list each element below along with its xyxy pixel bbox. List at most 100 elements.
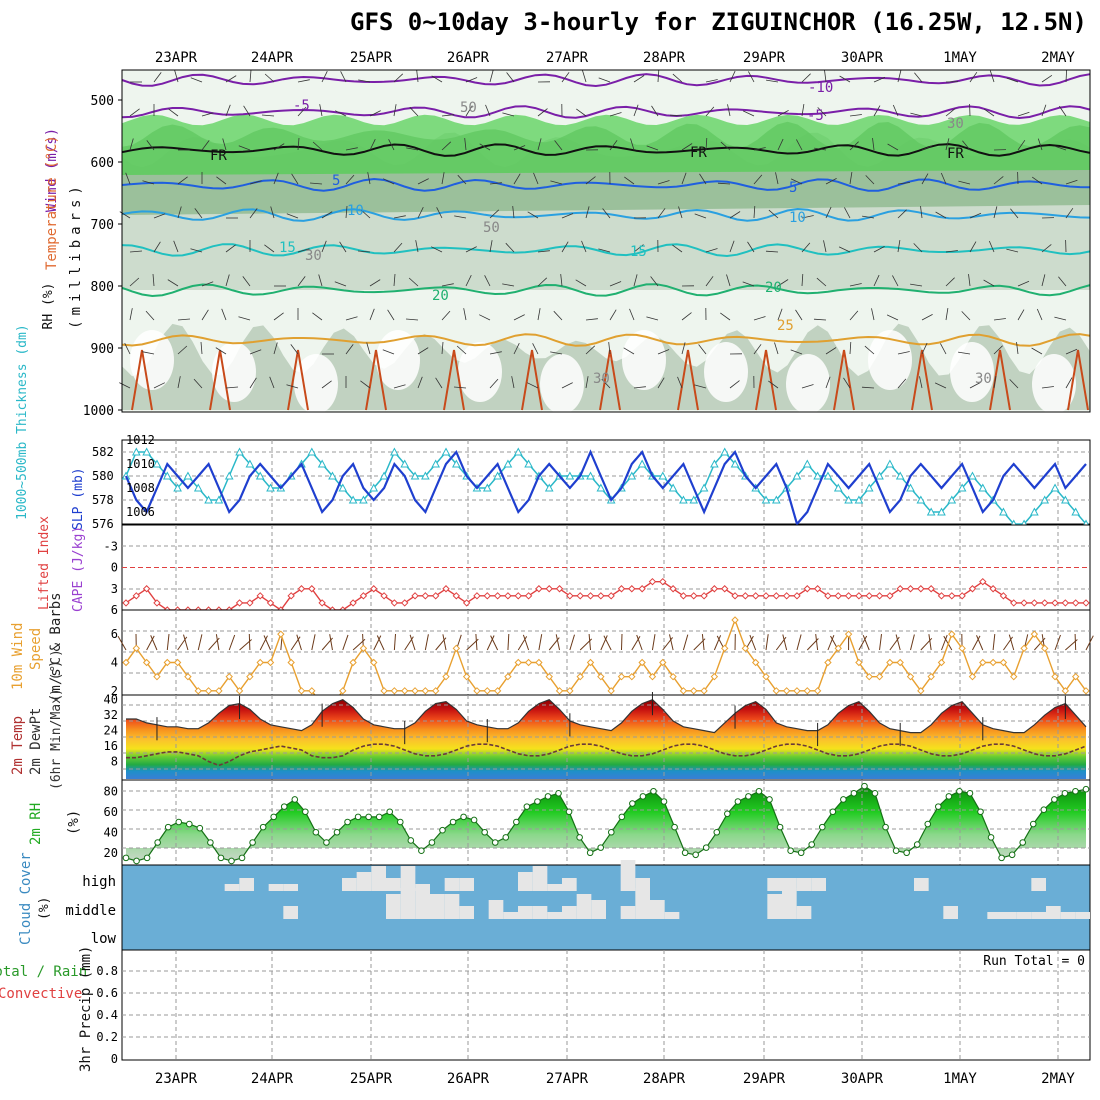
vs-wind-barb <box>892 104 899 117</box>
vs-wind-barb <box>694 213 707 219</box>
ytick-label: 0 <box>111 1052 118 1066</box>
vs-contour-label: 5 <box>789 180 797 196</box>
rh-dry-pocket <box>704 342 748 402</box>
cloud-high-bar <box>444 878 460 891</box>
wind-barb <box>682 634 689 651</box>
rh-point <box>924 820 932 828</box>
rh-point <box>903 849 910 857</box>
slp-tick-label: 1008 <box>126 481 155 495</box>
cloud-middle-bar <box>430 894 445 919</box>
vs-contour-line <box>121 177 1091 192</box>
rh-point <box>597 844 605 851</box>
wind-speed-point <box>669 672 677 681</box>
vs-wind-barb <box>677 376 683 389</box>
rh-point <box>470 816 478 824</box>
bottom-date-label: 29APR <box>743 1071 786 1087</box>
wind-speed-point <box>886 658 894 667</box>
thickness-point <box>390 447 399 456</box>
wind-speed-point <box>504 672 512 681</box>
vs-wind-barb <box>609 140 618 151</box>
vs-wind-barb <box>454 215 467 219</box>
top-date-label: 1MAY <box>943 50 977 66</box>
vs-wind-barb <box>623 347 635 355</box>
thickness-point <box>937 507 946 516</box>
lifted-index-point <box>710 585 719 593</box>
vs-wind-barb <box>873 76 886 83</box>
vs-wind-barb <box>801 104 805 117</box>
vs-contour-label: -5 <box>293 98 310 114</box>
lifted-index-point <box>751 592 760 600</box>
vs-wind-barb <box>249 349 262 355</box>
vs-wind-barb <box>796 139 803 151</box>
vs-wind-barb <box>598 77 611 83</box>
rh-point <box>607 828 615 836</box>
cloud-high-bar <box>620 860 636 891</box>
vs-wind-barb <box>286 384 299 389</box>
vs-wind-barb <box>777 279 789 287</box>
vs-wind-barb <box>839 75 851 83</box>
cloud-middle-bar <box>576 894 592 919</box>
thickness-point <box>658 471 668 480</box>
vs-wind-barb <box>817 107 827 117</box>
wind-speed-point <box>648 672 657 681</box>
rh-point <box>555 790 562 797</box>
vs-wind-barb <box>777 138 784 151</box>
vs-wind-barb <box>393 215 406 219</box>
vs-wind-barb <box>609 309 617 321</box>
wind-speed-point <box>813 687 822 695</box>
vs-wind-barb <box>698 344 707 355</box>
wind-speed-point <box>277 630 285 638</box>
cloud-high-bar <box>459 878 474 891</box>
vs-wind-barb <box>823 240 827 253</box>
rh-point <box>323 839 330 846</box>
wind-speed-point <box>204 687 213 695</box>
lifted-index-point <box>896 585 904 593</box>
cloud-middle-bar <box>1046 906 1061 919</box>
lifted-index-point <box>586 592 595 600</box>
thickness-point <box>689 495 699 504</box>
vs-temp-spike <box>599 349 621 411</box>
wind-barb <box>259 635 268 651</box>
vs-wind-barb <box>897 351 910 355</box>
lifted-index-point <box>1030 599 1039 607</box>
vs-wind-barb <box>360 209 371 219</box>
thickness-point <box>400 459 410 468</box>
vs-wind-barb <box>200 341 203 355</box>
vs-ytick-label: 700 <box>91 218 114 233</box>
vs-wind-barb <box>801 384 814 389</box>
vs-wind-barb <box>993 206 998 219</box>
vs-wind-barb <box>527 382 539 389</box>
wind-speed-point <box>493 687 502 695</box>
rh-dry-pocket <box>786 354 830 414</box>
wind-speed-point <box>793 687 801 695</box>
lifted-index-point <box>1082 599 1090 607</box>
lifted-index-point <box>462 599 471 607</box>
lifted-index-point <box>741 592 750 600</box>
thickness-point <box>328 471 337 480</box>
rh-point <box>629 800 636 807</box>
vs-wind-barb <box>1065 69 1067 83</box>
wind-speed-point <box>617 672 626 681</box>
vs-wind-barb <box>813 318 827 321</box>
rh-point <box>1082 785 1090 793</box>
vs-wind-barb <box>575 279 587 287</box>
vs-wind-barb <box>726 274 731 287</box>
lifted-index-point <box>638 585 646 593</box>
lifted-index-point <box>1020 599 1028 607</box>
rh-point <box>618 813 626 821</box>
wind-speed-point <box>638 658 646 667</box>
vs-wind-barb <box>825 376 831 389</box>
vs-wind-barb <box>872 138 875 151</box>
thickness-point <box>999 507 1008 516</box>
thickness-tick-label: 580 <box>92 469 114 483</box>
vs-wind-barb <box>633 274 638 287</box>
vs-wind-barb <box>585 345 596 355</box>
wind-panel: 6 4 2 <box>111 609 1094 709</box>
vs-ytick-label: 500 <box>91 94 114 109</box>
wind-speed-point <box>287 658 295 667</box>
ytick-label: 2 <box>111 684 118 698</box>
vs-contour-line <box>121 333 1091 347</box>
lifted-index-point <box>958 592 966 600</box>
ytick-label: 6 <box>111 603 118 617</box>
wind-speed-point <box>576 672 584 681</box>
